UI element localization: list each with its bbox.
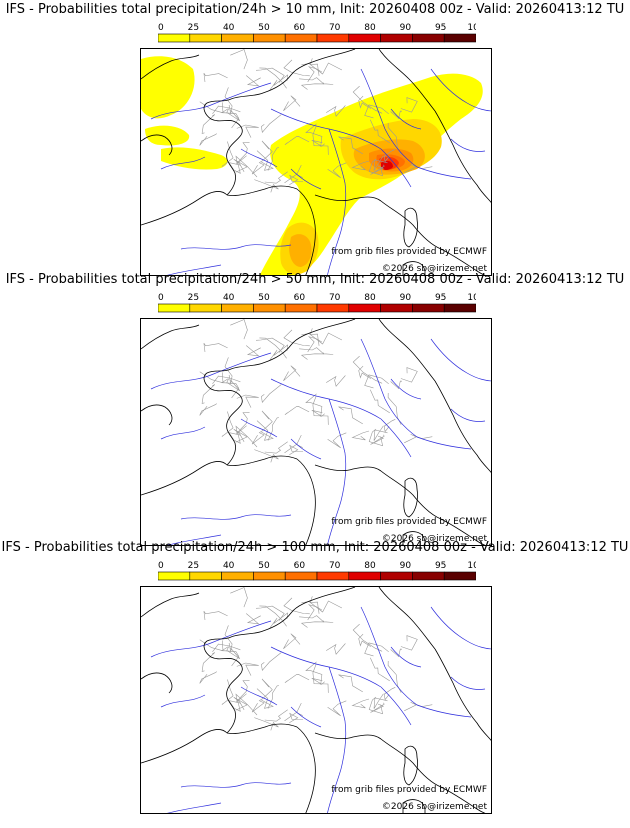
colorbar-swatch (253, 33, 286, 43)
colorbar-swatch (412, 303, 445, 313)
panel-title: IFS - Probabilities total precipitation/… (1, 540, 629, 555)
probability-map-10mm: from grib files provided by ECMWF ©2026 … (140, 48, 492, 276)
probability-contour (289, 234, 312, 267)
colorbar-tick-label: 80 (364, 23, 376, 33)
precip-probability-shading (141, 56, 483, 275)
colorbar-tick-label: 10 (158, 561, 164, 571)
colorbar-tick-label: 60 (294, 293, 306, 303)
credit-copyright: ©2026 sb@irizeme.net (381, 264, 487, 274)
colorbar-tick-label: 100 (467, 293, 476, 303)
colorbar-swatch (316, 303, 350, 313)
credit-copyright: ©2026 sb@irizeme.net (381, 534, 487, 544)
coastlines (141, 49, 491, 275)
colorbar-swatch (253, 303, 286, 313)
colorbar-tick-label: 25 (188, 23, 199, 33)
colorbar-tick-label: 40 (223, 23, 235, 33)
colorbar-tick-label: 90 (400, 561, 412, 571)
colorbar-swatch (380, 571, 413, 581)
colorbar-swatch (380, 33, 413, 43)
colorbar-legend: 10 25 40 50 60 70 80 90 95 100 (158, 293, 476, 313)
colorbar-tick-label: 90 (400, 293, 412, 303)
probability-contour (381, 160, 393, 170)
probability-contour (141, 56, 195, 119)
colorbar-tick-label: 50 (258, 561, 270, 571)
colorbar-swatch (189, 571, 222, 581)
colorbar-swatch (158, 33, 191, 43)
credit-source: from grib files provided by ECMWF (331, 247, 487, 257)
colorbar-tick-label: 50 (258, 293, 270, 303)
panel-100mm: IFS - Probabilities total precipitation/… (0, 538, 630, 814)
colorbar-swatch (443, 571, 476, 581)
colorbar-tick-label: 95 (435, 561, 446, 571)
colorbar-legend: 10 25 40 50 60 70 80 90 95 100 (158, 561, 476, 581)
panel-10mm: IFS - Probabilities total precipitation/… (0, 0, 630, 276)
colorbar-swatch (158, 571, 191, 581)
colorbar-swatch (348, 303, 381, 313)
panel-title: IFS - Probabilities total precipitation/… (5, 272, 625, 287)
credit-source: from grib files provided by ECMWF (331, 517, 487, 527)
probability-contour (145, 125, 190, 146)
colorbar-tick-label: 70 (329, 293, 341, 303)
colorbar-swatch (380, 303, 413, 313)
colorbar-tick-label: 25 (188, 293, 199, 303)
colorbar-swatch (253, 571, 286, 581)
colorbar-tick-label: 100 (467, 23, 476, 33)
probability-map-50mm: from grib files provided by ECMWF ©2026 … (140, 318, 492, 546)
region-borders (199, 587, 433, 731)
colorbar-tick-label: 60 (294, 23, 306, 33)
colorbar-swatch (189, 303, 222, 313)
colorbar-tick-label: 90 (400, 23, 412, 33)
colorbar-tick-label: 50 (258, 23, 270, 33)
colorbar-tick-label: 10 (158, 23, 164, 33)
colorbar-tick-label: 40 (223, 561, 235, 571)
region-borders (199, 319, 433, 463)
probability-map-100mm: from grib files provided by ECMWF ©2026 … (140, 586, 492, 814)
colorbar-swatch (189, 33, 222, 43)
rivers (150, 68, 491, 275)
colorbar-tick-label: 60 (294, 561, 306, 571)
colorbar-swatch (284, 571, 318, 581)
colorbar-swatch (348, 571, 381, 581)
colorbar-swatch (412, 33, 445, 43)
credit-source: from grib files provided by ECMWF (331, 785, 487, 795)
coastlines (141, 587, 491, 813)
rivers (150, 606, 491, 813)
probability-contour (161, 147, 228, 170)
colorbar-tick-label: 80 (364, 561, 376, 571)
colorbar-tick-label: 25 (188, 561, 199, 571)
region-borders (199, 49, 433, 193)
panel-50mm: IFS - Probabilities total precipitation/… (0, 270, 630, 546)
colorbar-tick-label: 95 (435, 293, 446, 303)
colorbar-swatch (221, 33, 254, 43)
colorbar-swatch (443, 33, 476, 43)
colorbar-swatch (284, 33, 318, 43)
colorbar-swatch (348, 33, 381, 43)
panel-title: IFS - Probabilities total precipitation/… (5, 2, 625, 17)
colorbar-tick-label: 40 (223, 293, 235, 303)
colorbar-tick-label: 10 (158, 293, 164, 303)
colorbar-tick-label: 70 (329, 23, 341, 33)
credit-copyright: ©2026 sb@irizeme.net (381, 802, 487, 812)
colorbar-swatch (412, 571, 445, 581)
colorbar-tick-label: 100 (467, 561, 476, 571)
colorbar-swatch (443, 303, 476, 313)
colorbar-swatch (316, 33, 350, 43)
colorbar-tick-label: 95 (435, 23, 446, 33)
coastlines (141, 319, 491, 545)
colorbar-legend: 10 25 40 50 60 70 80 90 95 100 (158, 23, 476, 43)
colorbar-tick-label: 70 (329, 561, 341, 571)
colorbar-swatch (221, 303, 254, 313)
colorbar-swatch (284, 303, 318, 313)
colorbar-tick-label: 80 (364, 293, 376, 303)
colorbar-swatch (158, 303, 191, 313)
rivers (150, 338, 491, 545)
colorbar-swatch (316, 571, 350, 581)
colorbar-swatch (221, 571, 254, 581)
